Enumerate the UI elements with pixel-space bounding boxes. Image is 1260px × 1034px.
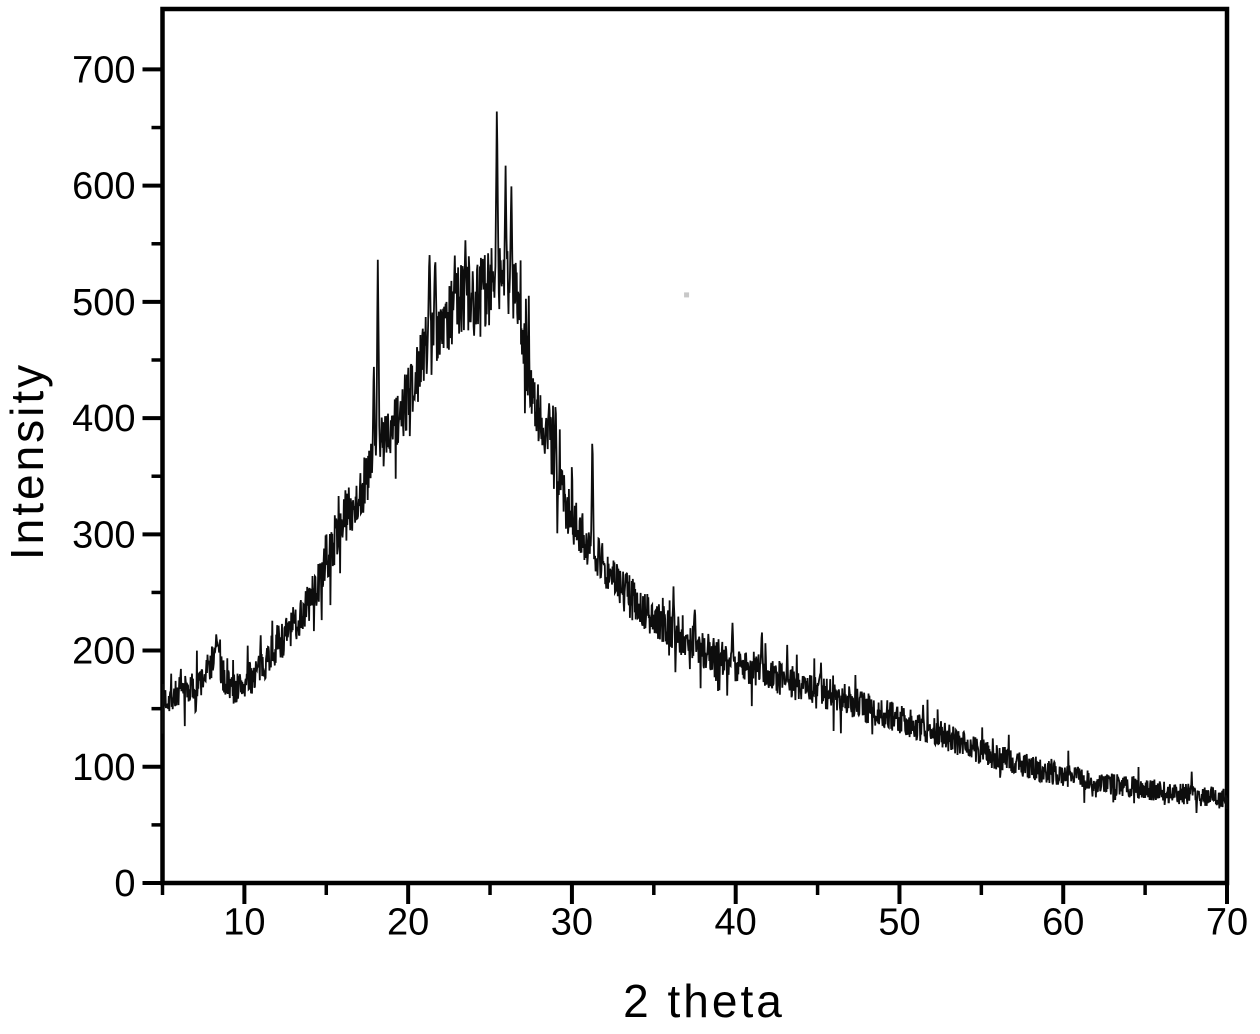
x-tick-label: 60 [1042,901,1084,943]
x-tick-label: 10 [223,901,265,943]
y-tick-label: 300 [72,514,135,556]
y-axis-title: Intensity [1,361,53,561]
y-tick-label: 200 [72,631,135,673]
artifact-speck [684,292,690,298]
x-tick-label: 20 [387,901,429,943]
y-tick-label: 400 [72,398,135,440]
x-tick-label: 40 [715,901,757,943]
y-tick-label: 500 [72,282,135,324]
plot-frame [160,6,1230,886]
x-axis-title: 2 theta [623,975,785,1027]
x-tick-label: 30 [551,901,593,943]
y-tick-label: 600 [72,166,135,208]
x-tick-label: 50 [878,901,920,943]
y-tick-label: 700 [72,49,135,91]
y-tick-label: 0 [114,863,135,905]
y-tick-label: 100 [72,747,135,789]
x-tick-label: 70 [1206,901,1248,943]
xrd-trace [161,111,1228,814]
